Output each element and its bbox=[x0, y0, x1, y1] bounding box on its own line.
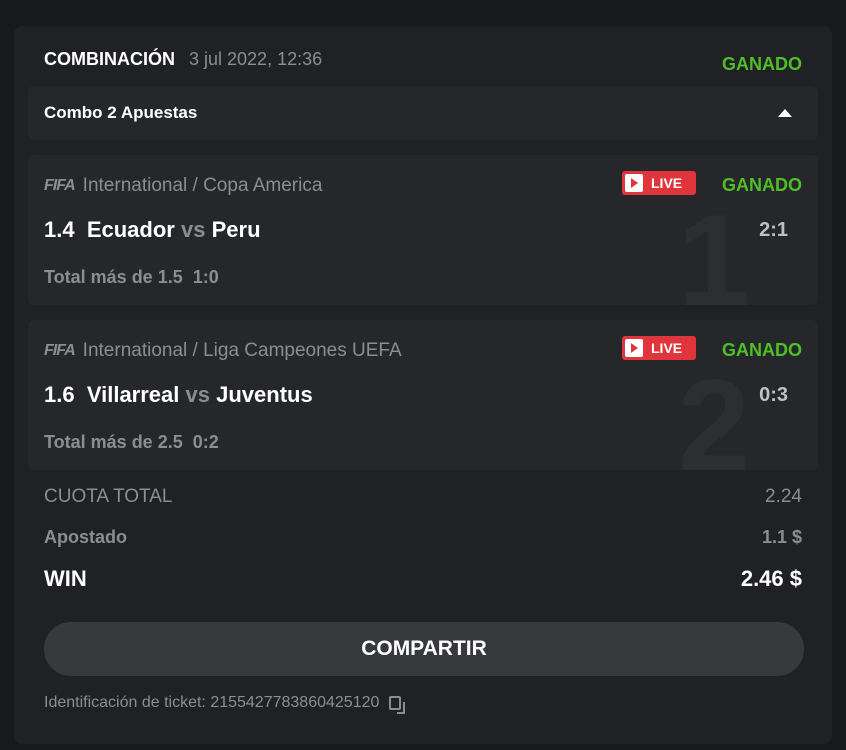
odds: 1.6 bbox=[44, 382, 75, 407]
market-score: 1:0 bbox=[192, 267, 219, 287]
stake-label: Apostado bbox=[44, 527, 127, 547]
live-label: LIVE bbox=[651, 175, 683, 191]
ticket-id-label: Identificación de ticket: 21554277838604… bbox=[44, 694, 380, 711]
bet-status: GANADO bbox=[722, 175, 802, 195]
ticket-header: COMBINACIÓN 3 jul 2022, 12:36 GANADO bbox=[44, 44, 802, 74]
play-icon bbox=[625, 339, 643, 357]
win-label: WIN bbox=[44, 566, 87, 591]
bet-item: 1 FIFA International / Copa America LIVE … bbox=[28, 155, 818, 305]
market: Total más de 1.5 1:0 bbox=[44, 267, 219, 288]
market-name: Total más de 2.5 bbox=[44, 432, 183, 452]
stake-value: 1.1 $ bbox=[761, 527, 802, 547]
market-name: Total más de 1.5 bbox=[44, 267, 183, 287]
live-badge: LIVE bbox=[622, 336, 696, 360]
market-score: 0:2 bbox=[192, 432, 219, 452]
score: 0:3 bbox=[759, 384, 788, 406]
ticket-date: 3 jul 2022, 12:36 bbox=[189, 48, 323, 69]
home-team: Ecuador bbox=[86, 217, 175, 242]
league-name: International / Liga Campeones UEFA bbox=[82, 340, 402, 361]
copy-icon[interactable] bbox=[389, 696, 406, 714]
status-badge: GANADO bbox=[722, 53, 802, 74]
play-icon bbox=[625, 174, 643, 192]
league-name: International / Copa America bbox=[82, 175, 323, 196]
fifa-logo-icon: FIFA bbox=[44, 342, 76, 359]
score: 2:1 bbox=[759, 219, 788, 241]
bet-index: 1 bbox=[677, 187, 750, 305]
fifa-logo-icon: FIFA bbox=[44, 177, 76, 194]
combo-toggle[interactable]: Combo 2 Apuestas bbox=[28, 86, 818, 140]
bet-status: GANADO bbox=[722, 340, 802, 360]
stake-row: Apostado 1.1 $ bbox=[44, 527, 802, 548]
ticket-id: Identificación de ticket: 21554277838604… bbox=[44, 694, 406, 714]
odds: 1.4 bbox=[44, 217, 75, 242]
share-button[interactable]: COMPARTIR bbox=[44, 622, 804, 676]
chevron-up-icon bbox=[778, 109, 792, 117]
combo-label: Combo 2 Apuestas bbox=[44, 103, 198, 122]
live-badge: LIVE bbox=[622, 171, 696, 195]
total-odds-row: CUOTA TOTAL 2.24 bbox=[44, 486, 802, 508]
vs: vs bbox=[185, 382, 210, 407]
away-team: Peru bbox=[211, 217, 261, 242]
match: 1.4 Ecuador vs Peru bbox=[44, 217, 261, 243]
total-odds-label: CUOTA TOTAL bbox=[44, 486, 173, 507]
away-team: Juventus bbox=[216, 382, 313, 407]
vs: vs bbox=[180, 217, 206, 242]
win-row: WIN 2.46 $ bbox=[44, 566, 802, 592]
match: 1.6 Villarreal vs Juventus bbox=[44, 382, 313, 408]
total-odds-value: 2.24 bbox=[765, 486, 802, 507]
bet-item: 2 FIFA International / Liga Campeones UEF… bbox=[28, 320, 818, 470]
live-label: LIVE bbox=[651, 340, 683, 356]
bet-index: 2 bbox=[677, 352, 750, 470]
ticket-type: COMBINACIÓN bbox=[44, 48, 175, 69]
bet-ticket-card: COMBINACIÓN 3 jul 2022, 12:36 GANADO Com… bbox=[14, 26, 832, 744]
home-team: Villarreal bbox=[86, 382, 180, 407]
win-value: 2.46 $ bbox=[740, 566, 802, 591]
market: Total más de 2.5 0:2 bbox=[44, 432, 219, 453]
